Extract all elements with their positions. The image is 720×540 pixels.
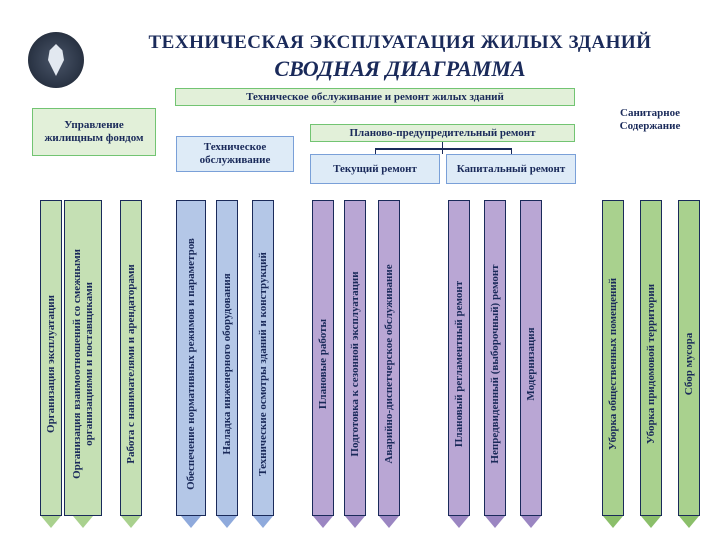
bar-label: Обеспечение нормативных режимов и параме… <box>185 214 197 514</box>
bar-planned-reglament: Плановый регламентный ремонт <box>448 200 470 528</box>
bar-label: Организация взаимоотношений со смежными … <box>71 214 95 514</box>
bar-tech-inspection: Технические осмотры зданий и конструкций <box>252 200 274 528</box>
arrow-down-icon <box>217 516 237 528</box>
arrow-down-icon <box>41 516 61 528</box>
bar-label: Аварийно-диспетчерское обслуживание <box>383 264 395 463</box>
bar-label: Технические осмотры зданий и конструкций <box>257 252 269 476</box>
header-management: Управление жилищным фондом <box>32 108 156 156</box>
arrow-down-icon <box>485 516 505 528</box>
arrow-down-icon <box>121 516 141 528</box>
bar-label: Подготовка к сезонной эксплуатации <box>349 271 361 456</box>
bar-org-exploitation: Организация эксплуатации <box>40 200 62 528</box>
bar-label: Модернизация <box>525 327 537 400</box>
connector-line <box>375 148 376 154</box>
header-capital_repair: Капитальный ремонт <box>446 154 576 184</box>
header-planned_repair: Планово-предупредительный ремонт <box>310 124 575 142</box>
bar-norm-modes: Обеспечение нормативных режимов и параме… <box>180 200 202 528</box>
header-current_repair: Текущий ремонт <box>310 154 440 184</box>
header-tech_service: Техническое обслуживание <box>176 136 294 172</box>
arrow-down-icon <box>313 516 333 528</box>
bar-label: Непредвиденный (выборочный) ремонт <box>489 264 501 463</box>
arrow-down-icon <box>345 516 365 528</box>
header-sanitary: Санитарное Содержание <box>592 102 708 138</box>
bar-label: Сбор мусора <box>683 333 695 395</box>
bar-label: Уборка общественных помещений <box>607 278 619 450</box>
bar-eng-equipment: Наладка инженерного оборудования <box>216 200 238 528</box>
arrow-down-icon <box>603 516 623 528</box>
lion-icon <box>40 44 72 76</box>
bar-label: Плановые работы <box>317 319 329 409</box>
bar-planned-works: Плановые работы <box>312 200 334 528</box>
bar-seasonal-prep: Подготовка к сезонной эксплуатации <box>344 200 366 528</box>
bar-modernization: Модернизация <box>520 200 542 528</box>
title-block: ТЕХНИЧЕСКАЯ ЭКСПЛУАТАЦИЯ ЖИЛЫХ ЗДАНИЙ СВ… <box>90 32 710 82</box>
bar-cleaning-territory: Уборка придомовой территории <box>640 200 662 528</box>
bar-unforeseen-repair: Непредвиденный (выборочный) ремонт <box>484 200 506 528</box>
arrow-down-icon <box>521 516 541 528</box>
arrow-down-icon <box>73 516 93 528</box>
arrow-down-icon <box>181 516 201 528</box>
arrow-down-icon <box>679 516 699 528</box>
arrow-down-icon <box>449 516 469 528</box>
bar-work-tenants: Работа с нанимателями и арендаторами <box>120 200 142 528</box>
bar-org-relations: Организация взаимоотношений со смежными … <box>72 200 94 528</box>
bar-garbage: Сбор мусора <box>678 200 700 528</box>
bar-label: Уборка придомовой территории <box>645 284 657 444</box>
arrow-down-icon <box>379 516 399 528</box>
school-logo <box>28 32 84 88</box>
title-line-2: СВОДНАЯ ДИАГРАММА <box>90 56 710 82</box>
header-tech_service_and_repair: Техническое обслуживание и ремонт жилых … <box>175 88 575 106</box>
bar-label: Работа с нанимателями и арендаторами <box>125 264 137 463</box>
bar-dispatch-service: Аварийно-диспетчерское обслуживание <box>378 200 400 528</box>
arrow-down-icon <box>253 516 273 528</box>
bar-label: Плановый регламентный ремонт <box>453 281 465 447</box>
connector-line <box>511 148 512 154</box>
arrow-down-icon <box>641 516 661 528</box>
bar-cleaning-public: Уборка общественных помещений <box>602 200 624 528</box>
bar-label: Наладка инженерного оборудования <box>221 273 233 454</box>
bar-label: Организация эксплуатации <box>45 295 57 433</box>
title-line-1: ТЕХНИЧЕСКАЯ ЭКСПЛУАТАЦИЯ ЖИЛЫХ ЗДАНИЙ <box>90 32 710 54</box>
connector-line <box>375 148 511 150</box>
